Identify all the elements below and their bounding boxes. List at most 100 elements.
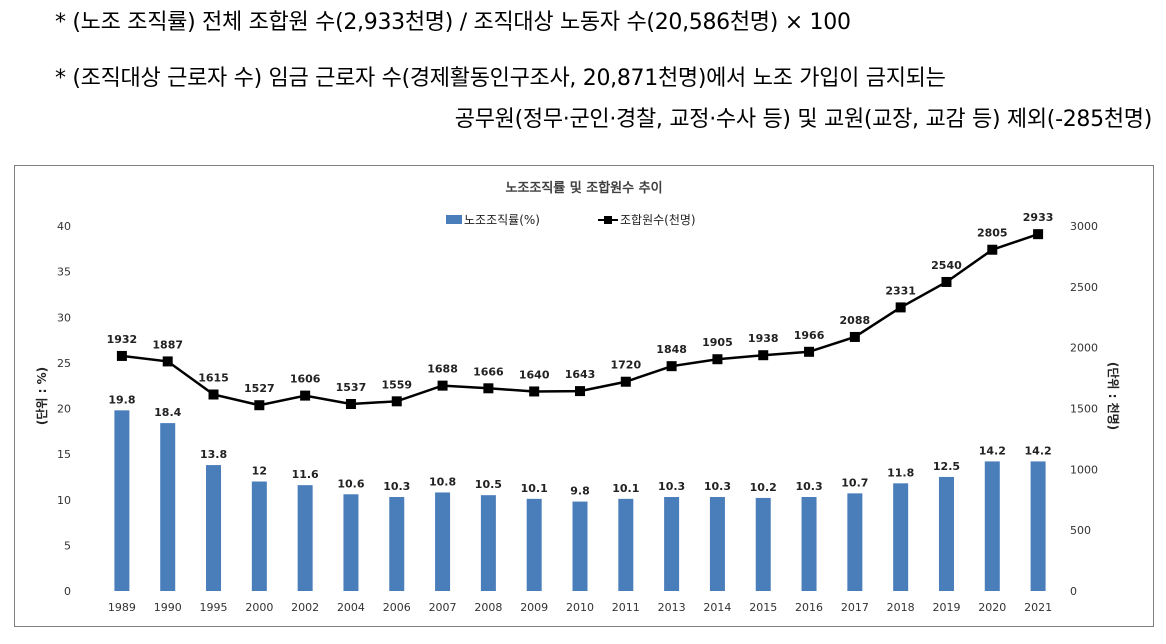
x-tick-label: 2010 bbox=[566, 601, 594, 614]
bar-value-label: 10.3 bbox=[795, 480, 822, 493]
line-value-label: 1905 bbox=[702, 336, 733, 349]
x-tick-label: 2014 bbox=[703, 601, 731, 614]
line-marker bbox=[162, 356, 173, 367]
y-left-tick-label: 40 bbox=[57, 220, 71, 233]
bar bbox=[938, 476, 954, 591]
line-marker bbox=[941, 276, 952, 287]
line-value-label: 1938 bbox=[748, 332, 779, 345]
bar-value-label: 19.8 bbox=[108, 393, 135, 406]
y-right-tick-label: 2500 bbox=[1070, 281, 1098, 294]
bar-value-label: 10.3 bbox=[658, 480, 685, 493]
x-tick-label: 2021 bbox=[1024, 601, 1052, 614]
y-left-tick-label: 5 bbox=[64, 539, 71, 552]
bar-value-label: 11.6 bbox=[292, 468, 319, 481]
bar bbox=[297, 485, 313, 591]
line-value-label: 1559 bbox=[381, 378, 412, 391]
line-value-label: 2331 bbox=[885, 284, 916, 297]
line-marker bbox=[300, 390, 311, 401]
y-right-tick-label: 500 bbox=[1070, 524, 1091, 537]
x-tick-label: 2004 bbox=[337, 601, 365, 614]
line-value-label: 1848 bbox=[656, 343, 687, 356]
bar bbox=[435, 492, 451, 591]
line-marker bbox=[254, 400, 265, 411]
legend-line-marker bbox=[604, 216, 612, 224]
bar-value-label: 10.1 bbox=[612, 482, 639, 495]
x-tick-label: 1995 bbox=[200, 601, 228, 614]
line-marker bbox=[666, 361, 677, 372]
bar bbox=[572, 501, 588, 591]
line-value-label: 1643 bbox=[565, 368, 596, 381]
bar-value-label: 10.8 bbox=[429, 475, 456, 488]
y-right-tick-label: 3000 bbox=[1070, 220, 1098, 233]
y-left-tick-label: 15 bbox=[57, 448, 71, 461]
x-tick-label: 2018 bbox=[887, 601, 915, 614]
x-tick-label: 2017 bbox=[841, 601, 869, 614]
x-tick-label: 2006 bbox=[383, 601, 411, 614]
bar bbox=[893, 483, 909, 591]
line-value-label: 2805 bbox=[977, 227, 1008, 240]
bar-value-label: 13.8 bbox=[200, 448, 227, 461]
bar bbox=[343, 494, 359, 591]
bar bbox=[206, 465, 222, 591]
bar bbox=[984, 461, 1000, 591]
bar-value-label: 10.2 bbox=[750, 481, 777, 494]
bar bbox=[801, 497, 817, 591]
bar bbox=[709, 497, 725, 591]
bar-value-label: 14.2 bbox=[1025, 444, 1052, 457]
chart-legend: 노조조직률(%) 조합원수(천명) bbox=[446, 212, 696, 227]
bar-series: 19.8 18.4 13.8 12 11.6 10.6 10.3 10.8 10.5 10.1 9.… bbox=[108, 393, 1052, 591]
bar bbox=[618, 498, 634, 591]
x-tick-label: 2016 bbox=[795, 601, 823, 614]
line-marker bbox=[895, 302, 906, 313]
y-axis-left-title: (단위 : %) bbox=[34, 367, 49, 425]
bar-value-label: 9.8 bbox=[570, 485, 590, 498]
line-value-label: 1606 bbox=[290, 373, 321, 386]
chart-container: 노조조직률 및 조합원수 추이 노조조직률(%) 조합원수(천명) (단위 : … bbox=[14, 165, 1154, 627]
line-marker bbox=[804, 346, 815, 357]
x-tick-label: 1990 bbox=[154, 601, 182, 614]
x-tick-label: 2011 bbox=[612, 601, 640, 614]
line-value-label: 1720 bbox=[610, 359, 641, 372]
bar-value-label: 12 bbox=[252, 465, 267, 478]
bar-value-label: 12.5 bbox=[933, 460, 960, 473]
line-value-label: 1966 bbox=[794, 329, 825, 342]
bar bbox=[114, 410, 130, 591]
line-marker bbox=[575, 386, 585, 397]
line-marker bbox=[208, 389, 219, 400]
y-left-tick-label: 25 bbox=[57, 357, 71, 370]
line-marker bbox=[437, 380, 448, 391]
line-value-label: 1932 bbox=[107, 333, 138, 346]
bar bbox=[251, 481, 267, 591]
line-value-label: 1666 bbox=[473, 365, 504, 378]
line-series: 1932 1887 1615 1527 1606 1537 1559 1688 1666 1640… bbox=[107, 211, 1054, 411]
line-value-label: 1640 bbox=[519, 368, 550, 381]
bar bbox=[664, 497, 680, 591]
note-exclusions: 공무원(정무·군인·경찰, 교정·수사 등) 및 교원(교장, 교감 등) 제외… bbox=[454, 107, 1153, 132]
line-marker bbox=[391, 396, 402, 407]
bar bbox=[480, 495, 496, 591]
note-target-workers: * (조직대상 근로자 수) 임금 근로자 수(경제활동인구조사, 20,871… bbox=[55, 66, 946, 91]
line-marker bbox=[483, 383, 494, 394]
line-marker bbox=[1033, 229, 1044, 240]
bar bbox=[389, 497, 405, 591]
bar bbox=[755, 497, 771, 591]
line-marker bbox=[620, 376, 631, 387]
combo-chart: 노조조직률 및 조합원수 추이 노조조직률(%) 조합원수(천명) (단위 : … bbox=[34, 180, 1121, 614]
bar-value-label: 10.1 bbox=[521, 482, 548, 495]
x-tick-label: 2020 bbox=[978, 601, 1006, 614]
y-left-tick-label: 35 bbox=[57, 266, 71, 279]
line-value-label: 2933 bbox=[1023, 211, 1054, 224]
line-value-label: 1887 bbox=[152, 338, 183, 351]
x-tick-label: 2008 bbox=[474, 601, 502, 614]
y-axis-left: 0 5 10 15 20 25 30 35 40 bbox=[57, 220, 71, 598]
bar bbox=[1030, 461, 1046, 591]
x-tick-label: 2013 bbox=[658, 601, 686, 614]
chart-title: 노조조직률 및 조합원수 추이 bbox=[505, 180, 662, 196]
x-tick-label: 2019 bbox=[932, 601, 960, 614]
bar-value-label: 11.8 bbox=[887, 466, 914, 479]
y-right-tick-label: 1000 bbox=[1070, 463, 1098, 476]
x-tick-label: 2009 bbox=[520, 601, 548, 614]
line-marker bbox=[849, 331, 860, 342]
x-axis: 1989 1990 1995 2000 2002 2004 2006 2007 2008 2009… bbox=[108, 601, 1052, 614]
line-marker bbox=[987, 244, 998, 255]
